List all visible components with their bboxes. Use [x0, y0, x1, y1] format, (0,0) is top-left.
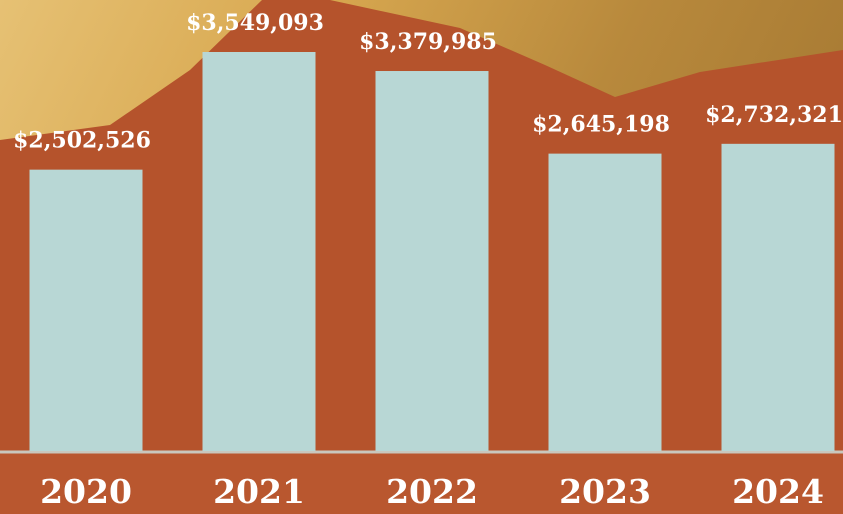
value-label: $2,502,526 [13, 128, 151, 154]
x-tick-label: 2021 [213, 472, 305, 511]
x-tick-label: 2020 [40, 472, 132, 511]
x-tick-label: 2023 [559, 472, 651, 511]
value-label: $3,379,985 [359, 29, 497, 55]
bar [202, 52, 316, 451]
footer-band [0, 452, 843, 514]
bar [548, 153, 662, 452]
x-tick-label: 2024 [732, 472, 824, 511]
value-label: $3,549,093 [186, 10, 324, 36]
bar [375, 71, 489, 451]
bar [29, 169, 143, 451]
x-tick-label: 2022 [386, 472, 478, 511]
bar [721, 143, 835, 451]
value-label: $2,732,321 [705, 102, 843, 128]
value-label: $2,645,198 [532, 112, 670, 138]
